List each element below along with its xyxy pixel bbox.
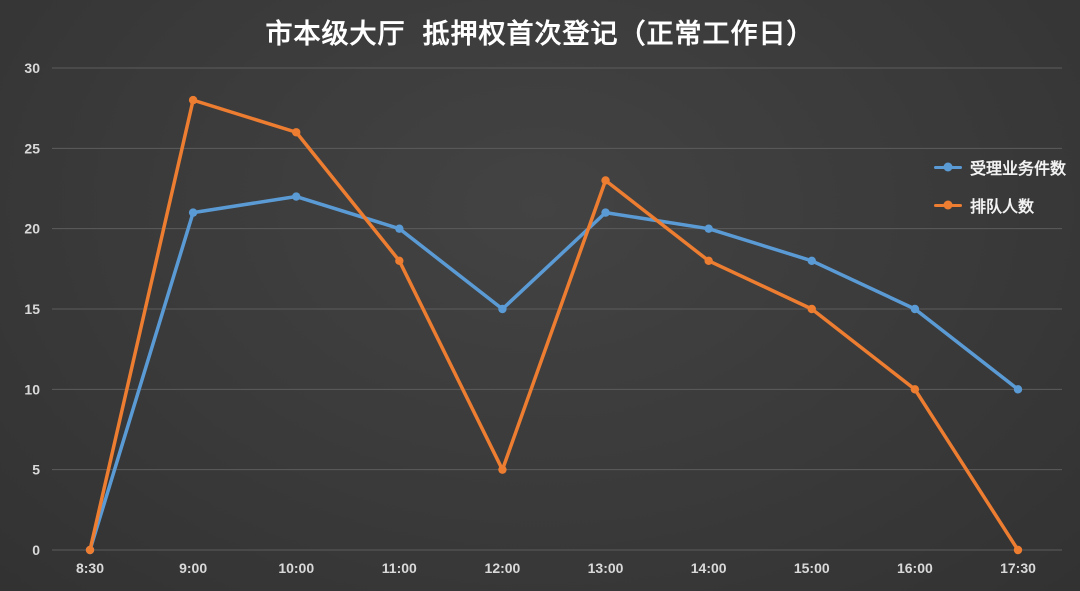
legend-item-series-0: 受理业务件数 xyxy=(933,155,1066,179)
x-axis-tick-label: 10:00 xyxy=(278,560,314,576)
legend-label: 受理业务件数 xyxy=(969,161,1066,178)
x-axis-tick-label: 17:30 xyxy=(1000,560,1036,576)
data-point-marker xyxy=(601,176,610,185)
y-axis-tick-label: 30 xyxy=(24,60,40,76)
y-axis-tick-label: 5 xyxy=(32,462,40,478)
x-axis-tick-label: 15:00 xyxy=(794,560,830,576)
x-axis-tick-label: 13:00 xyxy=(588,560,624,576)
data-point-marker xyxy=(292,192,301,201)
data-point-marker xyxy=(188,208,198,217)
data-point-marker xyxy=(704,256,713,265)
data-point-marker xyxy=(1013,385,1023,394)
data-point-marker xyxy=(85,545,95,555)
y-axis-tick-label: 20 xyxy=(24,221,40,237)
x-axis-tick-label: 11:00 xyxy=(382,560,417,576)
data-point-marker xyxy=(910,304,920,314)
data-point-marker xyxy=(601,208,610,217)
data-point-marker xyxy=(188,95,198,105)
data-point-marker xyxy=(807,304,816,314)
y-axis-tick-label: 25 xyxy=(24,140,40,156)
data-point-marker xyxy=(395,256,404,265)
x-axis-tick-label: 8:30 xyxy=(76,560,104,576)
y-axis-tick-label: 0 xyxy=(32,542,40,558)
chart-title: 市本级大厅 抵押权首次登记（正常工作日） xyxy=(265,19,815,49)
data-point-marker xyxy=(292,128,301,137)
legend-line-marker-icon xyxy=(933,162,962,172)
x-axis-tick-label: 9:00 xyxy=(179,560,207,576)
x-axis-tick-label: 16:00 xyxy=(897,560,933,576)
legend-line-marker-icon xyxy=(933,200,962,210)
data-point-marker xyxy=(704,224,713,233)
data-point-marker xyxy=(498,304,507,314)
y-axis-tick-label: 10 xyxy=(24,381,40,397)
data-point-marker xyxy=(395,224,404,233)
data-point-marker xyxy=(1013,545,1023,555)
x-axis-tick-label: 12:00 xyxy=(485,560,521,576)
data-point-marker xyxy=(498,465,507,474)
legend-label: 排队人数 xyxy=(969,199,1034,216)
legend: 受理业务件数 排队人数 xyxy=(933,155,1066,217)
legend-item-series-1: 排队人数 xyxy=(933,193,1066,217)
x-axis-tick-label: 14:00 xyxy=(691,560,727,576)
data-point-marker xyxy=(910,385,920,394)
series-line-1 xyxy=(88,98,1020,552)
series-line-0 xyxy=(88,194,1020,552)
y-axis-tick-label: 15 xyxy=(24,301,40,317)
data-point-marker xyxy=(807,256,816,265)
